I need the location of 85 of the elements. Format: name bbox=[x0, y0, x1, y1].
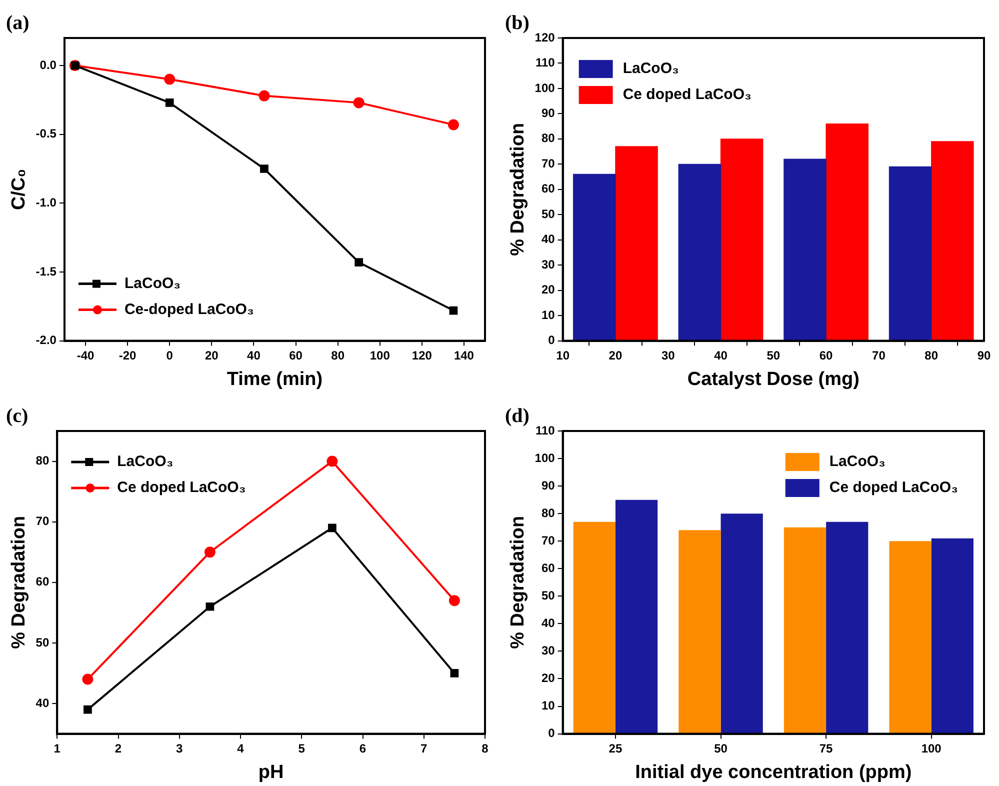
legend-label: Ce doped LaCoO₃ bbox=[117, 479, 246, 496]
y-tick-label: 90 bbox=[541, 478, 556, 492]
y-tick-label: 120 bbox=[534, 30, 556, 44]
y-tick-label: 100 bbox=[534, 450, 556, 465]
y-tick-label: 80 bbox=[541, 131, 556, 146]
y-axis-title: % Degradation bbox=[8, 516, 30, 649]
x-tick-label: 75 bbox=[819, 741, 834, 756]
x-tick-label: 40 bbox=[714, 348, 728, 362]
x-tick-label: 7 bbox=[420, 741, 428, 756]
x-tick-label: 25 bbox=[608, 741, 622, 756]
x-tick-label: 2 bbox=[114, 741, 122, 756]
y-tick-label: 70 bbox=[36, 514, 50, 528]
y-tick-label: 0 bbox=[548, 726, 556, 740]
x-tick-label: 100 bbox=[921, 741, 942, 756]
y-tick-label: 70 bbox=[541, 156, 556, 170]
y-tick-label: 30 bbox=[541, 644, 556, 658]
y-tick-label: 50 bbox=[36, 635, 50, 650]
legend-label: LaCoO₃ bbox=[124, 274, 181, 292]
x-tick-label: 30 bbox=[661, 348, 676, 362]
chart-title: (b) bbox=[505, 12, 530, 34]
legend-label: LaCoO₃ bbox=[829, 453, 886, 470]
y-tick-label: 50 bbox=[541, 588, 556, 602]
y-tick-label: 60 bbox=[541, 182, 556, 196]
legend-label: LaCoO₃ bbox=[117, 453, 174, 470]
y-tick-label: 70 bbox=[541, 533, 556, 548]
y-tick-label: 30 bbox=[541, 257, 556, 272]
x-tick-label: 40 bbox=[247, 348, 261, 362]
x-tick-label: -20 bbox=[118, 348, 137, 362]
y-tick-label: 80 bbox=[36, 454, 50, 468]
y-axis-title: % Degradation bbox=[508, 122, 529, 256]
y-tick-label: -2.0 bbox=[36, 333, 57, 348]
y-tick-label: 60 bbox=[541, 560, 556, 575]
x-tick-label: 0 bbox=[166, 348, 174, 362]
x-tick-label: 140 bbox=[454, 348, 474, 362]
x-tick-label: 80 bbox=[924, 348, 938, 362]
y-tick-label: 40 bbox=[36, 696, 50, 710]
chart-title: (d) bbox=[505, 405, 530, 428]
y-tick-label: 90 bbox=[541, 106, 556, 120]
y-axis-title: C/C₀ bbox=[8, 168, 30, 210]
x-tick-label: 60 bbox=[289, 348, 303, 362]
legend-label: LaCoO₃ bbox=[622, 60, 679, 78]
y-tick-label: 100 bbox=[534, 80, 556, 95]
x-tick-label: 20 bbox=[204, 348, 219, 362]
y-tick-label: -0.5 bbox=[36, 126, 57, 141]
legend-label: Ce-doped LaCoO₃ bbox=[124, 300, 254, 318]
y-tick-label: 50 bbox=[541, 206, 556, 221]
legend-label: Ce doped LaCoO₃ bbox=[829, 479, 958, 496]
x-tick-label: 100 bbox=[370, 348, 390, 362]
x-tick-label: 80 bbox=[331, 348, 345, 362]
y-tick-label: 40 bbox=[541, 616, 556, 630]
x-tick-label: 1 bbox=[54, 741, 61, 756]
x-tick-label: 50 bbox=[766, 348, 780, 362]
x-axis-title: Initial dye concentration (ppm) bbox=[635, 762, 912, 783]
x-tick-label: 60 bbox=[819, 348, 834, 362]
y-tick-label: 20 bbox=[541, 282, 556, 297]
x-tick-label: 70 bbox=[872, 348, 886, 362]
y-tick-label: 10 bbox=[541, 698, 556, 713]
x-tick-label: 50 bbox=[714, 741, 728, 756]
y-tick-label: 10 bbox=[541, 308, 556, 322]
x-tick-label: -40 bbox=[76, 348, 94, 362]
y-tick-label: 40 bbox=[541, 232, 556, 246]
x-tick-label: 90 bbox=[977, 348, 991, 362]
x-tick-label: 5 bbox=[298, 741, 306, 756]
x-tick-label: 4 bbox=[237, 741, 244, 756]
y-tick-label: 80 bbox=[541, 506, 556, 520]
y-tick-label: -1.5 bbox=[36, 264, 57, 278]
y-tick-label: 110 bbox=[535, 423, 556, 438]
y-tick-label: 110 bbox=[535, 56, 556, 70]
y-tick-label: -1.0 bbox=[36, 195, 57, 210]
x-tick-label: 8 bbox=[482, 741, 489, 756]
x-tick-label: 3 bbox=[176, 741, 184, 756]
y-tick-label: 0.0 bbox=[40, 58, 57, 72]
y-tick-label: 0 bbox=[548, 333, 556, 348]
x-axis-title: Time (min) bbox=[226, 368, 323, 390]
x-tick-label: 20 bbox=[608, 348, 622, 362]
y-tick-label: 20 bbox=[541, 671, 556, 686]
x-tick-label: 6 bbox=[359, 741, 366, 756]
chart-title: (c) bbox=[6, 405, 28, 428]
chart-title: (a) bbox=[6, 12, 30, 34]
x-tick-label: 120 bbox=[412, 348, 432, 362]
x-axis-title: Catalyst Dose (mg) bbox=[687, 368, 860, 390]
legend-label: Ce doped LaCoO₃ bbox=[622, 86, 752, 104]
y-tick-label: 60 bbox=[36, 574, 50, 589]
x-axis-title: pH bbox=[258, 762, 284, 783]
y-axis-title: % Degradation bbox=[508, 516, 529, 649]
